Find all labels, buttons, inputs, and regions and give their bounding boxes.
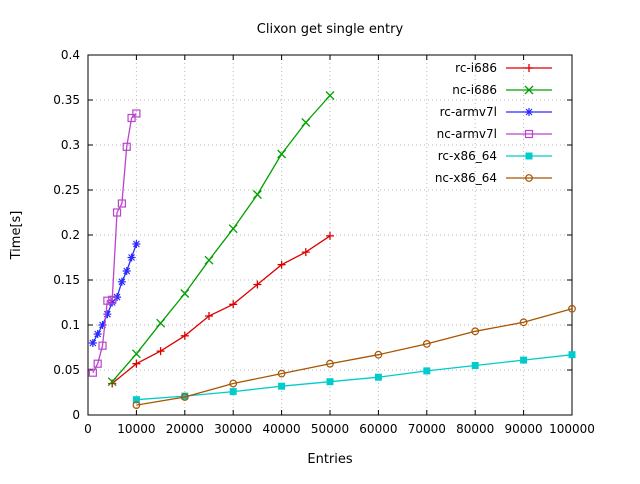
x-tick-label: 10000: [117, 422, 155, 436]
x-tick-label: 90000: [505, 422, 543, 436]
legend-label: nc-armv7l: [437, 127, 497, 141]
x-tick-label: 70000: [408, 422, 446, 436]
legend-item-rc-x86_64: rc-x86_64: [438, 149, 552, 163]
legend-item-nc-x86_64: nc-x86_64: [435, 171, 552, 185]
data-series: [88, 91, 576, 410]
y-tick-label: 0.3: [61, 138, 80, 152]
y-tick-label: 0.2: [61, 228, 80, 242]
x-tick-label: 60000: [359, 422, 397, 436]
legend-item-rc-armv7l: rc-armv7l: [440, 105, 552, 119]
legend-label: nc-i686: [452, 83, 497, 97]
series-nc-i686: [107, 91, 335, 387]
tick-marks: [87, 54, 573, 416]
y-tick-label: 0.05: [53, 363, 80, 377]
legend-label: nc-x86_64: [435, 171, 497, 185]
x-axis-label: Entries: [307, 452, 353, 467]
y-tick-label: 0.25: [53, 183, 80, 197]
legend: rc-i686 nc-i686 rc-armv7l nc-armv7l rc-x86_6…: [435, 61, 552, 185]
x-tick-label: 30000: [214, 422, 252, 436]
series-rc-x86_64: [132, 351, 576, 404]
x-tick-label: 80000: [456, 422, 494, 436]
legend-label: rc-armv7l: [440, 105, 497, 119]
series-nc-armv7l: [88, 109, 141, 377]
tick-labels: 0 10000 20000 30000 40000 50000 60000 70000 8000…: [53, 48, 595, 436]
y-tick-label: 0.35: [53, 93, 80, 107]
legend-item-rc-i686: rc-i686: [455, 61, 552, 75]
y-tick-label: 0.15: [53, 273, 80, 287]
x-tick-label: 20000: [166, 422, 204, 436]
legend-label: rc-x86_64: [438, 149, 497, 163]
x-tick-label: 100000: [549, 422, 595, 436]
x-tick-label: 50000: [311, 422, 349, 436]
series-rc-armv7l: [88, 240, 141, 347]
series-nc-x86_64: [132, 304, 576, 410]
x-tick-label: 40000: [263, 422, 301, 436]
legend-item-nc-i686: nc-i686: [452, 83, 552, 97]
legend-label: rc-i686: [455, 61, 497, 75]
chart-title: Clixon get single entry: [257, 22, 404, 37]
series-rc-i686: [108, 231, 334, 388]
y-tick-label: 0.4: [61, 48, 80, 62]
y-axis-label: Time[s]: [9, 211, 24, 261]
legend-item-nc-armv7l: nc-armv7l: [437, 127, 552, 141]
y-tick-label: 0: [72, 408, 80, 422]
x-tick-label: 0: [84, 422, 92, 436]
y-tick-label: 0.1: [61, 318, 80, 332]
